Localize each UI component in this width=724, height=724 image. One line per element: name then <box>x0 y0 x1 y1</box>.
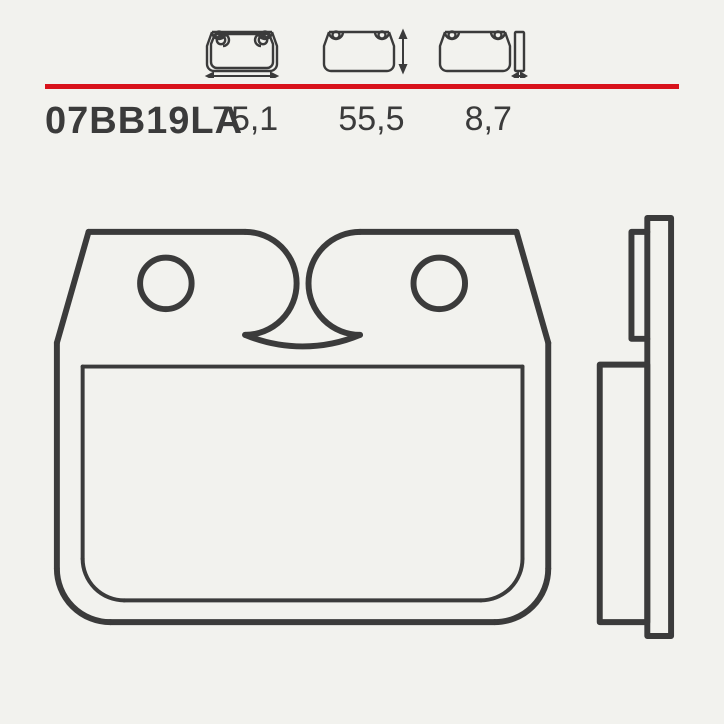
dimension-icon-thickness <box>430 24 535 78</box>
dimension-thickness-value: 8,7 <box>465 100 512 139</box>
technical-drawing <box>45 170 679 684</box>
dimension-icon-width <box>190 24 295 78</box>
dimension-height-value: 55,5 <box>338 100 404 139</box>
accent-rule <box>45 84 679 89</box>
dimension-icon-height <box>310 24 415 78</box>
dimensions-row: 75,1 55,5 8,7 <box>182 100 542 139</box>
dimension-width-value: 75,1 <box>212 100 278 139</box>
dimension-icon-row <box>182 24 542 78</box>
